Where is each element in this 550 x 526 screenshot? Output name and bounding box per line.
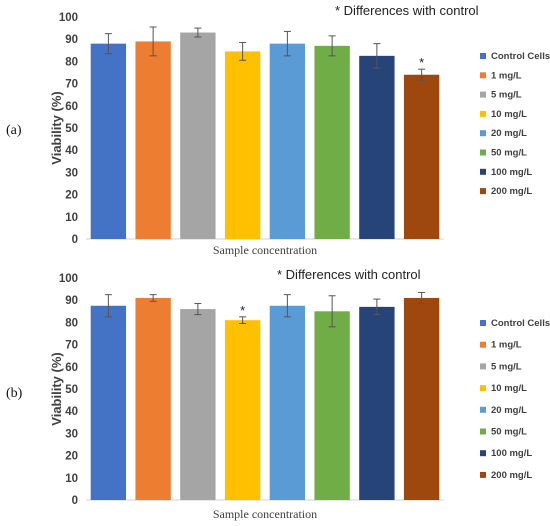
y-tick-label: 50	[65, 384, 78, 396]
legend-swatch	[480, 471, 486, 478]
y-tick-label: 20	[65, 190, 78, 202]
y-tick-label: 30	[65, 428, 78, 440]
legend-swatch	[480, 149, 486, 156]
legend-swatch	[480, 91, 486, 98]
significance-marker: *	[419, 55, 424, 70]
bar	[180, 309, 216, 500]
legend-label: 1 mg/L	[491, 340, 522, 351]
legend-label: 100 mg/L	[491, 167, 532, 178]
significance-marker: *	[240, 303, 245, 318]
legend-swatch	[480, 72, 486, 79]
legend-label: 200 mg/L	[491, 470, 532, 481]
bar	[269, 43, 306, 239]
bar	[314, 45, 350, 239]
bar	[224, 51, 261, 239]
legend-swatch	[480, 450, 486, 457]
legend-swatch	[480, 110, 486, 117]
panel-label: (b)	[6, 386, 23, 401]
y-tick-label: 90	[65, 295, 78, 307]
y-tick-label: 0	[72, 495, 78, 507]
x-axis-title: Sample concentration	[213, 243, 317, 257]
annotation: * Differences with control	[335, 3, 479, 18]
legend-swatch	[480, 428, 486, 435]
y-tick-label: 10	[65, 212, 78, 224]
legend-label: 50 mg/L	[491, 427, 527, 438]
y-tick-label: 10	[65, 473, 78, 485]
legend-label: Control Cells	[491, 318, 550, 329]
legend-swatch	[480, 341, 486, 348]
bar	[90, 305, 127, 500]
bar	[314, 311, 350, 500]
y-tick-label: 30	[65, 167, 78, 179]
y-tick-label: 60	[65, 101, 78, 113]
bar	[359, 306, 395, 500]
y-tick-label: 20	[65, 451, 78, 463]
bar	[403, 297, 440, 500]
legend-label: 10 mg/L	[491, 109, 527, 120]
legend-label: 100 mg/L	[491, 448, 532, 459]
y-tick-label: 60	[65, 362, 78, 374]
y-axis-title: Viability (%)	[49, 91, 64, 164]
legend-label: 5 mg/L	[491, 361, 522, 372]
legend-label: 5 mg/L	[491, 90, 522, 101]
panel-label: (a)	[6, 123, 22, 138]
y-tick-label: 40	[65, 145, 78, 157]
y-tick-label: 80	[65, 317, 78, 329]
bar	[403, 74, 440, 239]
legend-swatch	[480, 363, 486, 370]
y-tick-label: 0	[72, 234, 78, 246]
legend-swatch	[480, 385, 486, 392]
chart-panel-b: (b) Viability (%) 0 10 20 30 40 50 60 70 80 90 100 * S…	[6, 267, 550, 521]
legend-label: 50 mg/L	[491, 148, 527, 159]
y-tick-label: 80	[65, 56, 78, 68]
legend-label: 1 mg/L	[491, 70, 522, 81]
bar	[135, 41, 171, 239]
legend-swatch	[480, 53, 486, 59]
legend-label: 10 mg/L	[491, 383, 527, 394]
legend-label: 20 mg/L	[491, 405, 527, 416]
y-tick-label: 40	[65, 406, 78, 418]
y-tick-label: 100	[59, 273, 78, 285]
annotation: * Differences with control	[277, 267, 421, 282]
bar	[135, 297, 171, 500]
legend-swatch	[480, 168, 486, 175]
legend-label: Control Cells	[491, 51, 550, 62]
legend-label: 200 mg/L	[491, 186, 532, 197]
y-tick-label: 90	[65, 34, 78, 46]
y-tick-label: 50	[65, 123, 78, 135]
legend-label: 20 mg/L	[491, 128, 527, 139]
y-tick-label: 70	[65, 340, 78, 352]
y-tick-label: 100	[59, 12, 78, 24]
legend-swatch	[480, 406, 486, 413]
legend-swatch	[480, 188, 486, 195]
bar	[359, 55, 395, 239]
bar	[90, 43, 127, 239]
x-axis-title: Sample concentration	[213, 507, 317, 521]
y-tick-label: 70	[65, 79, 78, 91]
bar	[224, 320, 261, 500]
bar	[180, 32, 216, 239]
bar	[269, 305, 306, 500]
legend-swatch	[480, 320, 486, 326]
legend-swatch	[480, 130, 486, 137]
y-axis-title: Viability (%)	[49, 352, 64, 425]
chart-panel-a: (a) Viability (%) 0 10 20 30 40 50 60 70 80 90 100 * S…	[6, 3, 550, 257]
